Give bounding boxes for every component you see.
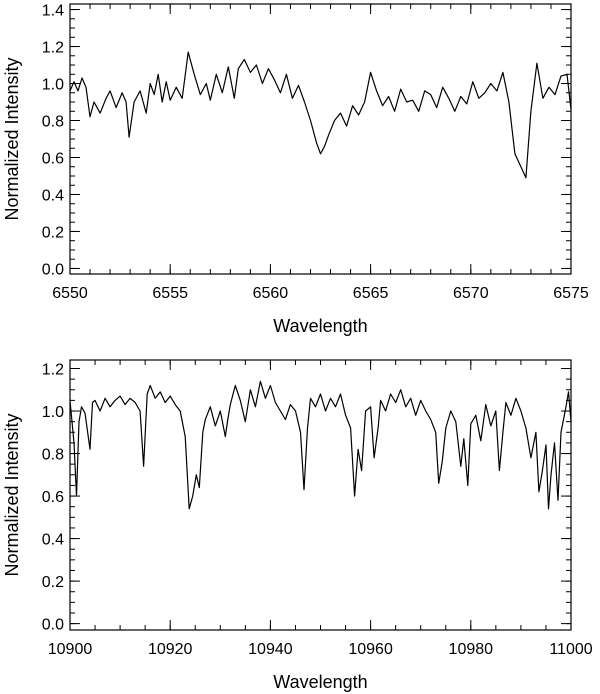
h-alpha-panel: 6550 6555 6560 6565 6570 6575 0.0 0.2 0.4 0.6 0.8… <box>2 3 589 336</box>
tick-marks-bottom <box>69 360 572 630</box>
x-tick-label: 6575 <box>553 285 589 302</box>
y-tick-labels-top: 0.0 0.2 0.4 0.6 0.8 1.0 1.2 1.4 <box>42 3 64 279</box>
spectrum-line <box>69 51 572 179</box>
x-tick-label: 6570 <box>453 285 489 302</box>
y-axis-title-top: Normalized Intensity <box>2 57 22 220</box>
y-tick-label: 0.2 <box>42 224 64 241</box>
y-tick-label: 0.6 <box>42 489 64 506</box>
y-tick-label: 1.2 <box>42 40 64 57</box>
near-infrared-panel: 10900 10920 10940 10960 10980 11000 0.0 0.2 0.4… <box>2 359 593 692</box>
y-tick-label: 1.4 <box>42 3 64 20</box>
x-tick-label: 6555 <box>152 285 188 302</box>
tick-marks-top <box>69 4 572 274</box>
series-layer-top <box>69 51 572 179</box>
y-tick-label: 0.4 <box>42 532 64 549</box>
y-tick-label: 0.8 <box>42 114 64 131</box>
y-tick-label: 0.6 <box>42 150 64 167</box>
x-tick-label: 6560 <box>253 285 289 302</box>
y-tick-labels-bottom: 0.0 0.2 0.4 0.6 0.8 1.0 1.2 <box>42 362 64 634</box>
y-tick-label: 0.2 <box>42 574 64 591</box>
x-tick-labels-bottom: 10900 10920 10940 10960 10980 11000 <box>48 641 593 658</box>
x-tick-label: 6550 <box>52 285 88 302</box>
x-tick-label: 10900 <box>48 641 93 658</box>
x-tick-label: 10940 <box>248 641 293 658</box>
plot-frame-top <box>69 3 572 275</box>
x-axis-title-top: Wavelength <box>273 316 367 336</box>
y-tick-label: 1.2 <box>42 362 64 379</box>
y-tick-label: 0.0 <box>42 617 64 634</box>
series-layer-bottom <box>69 380 572 510</box>
plot-frame-bottom <box>69 359 572 631</box>
x-tick-label: 10980 <box>449 641 494 658</box>
spectrum-line <box>69 380 572 510</box>
x-axis-title-bottom: Wavelength <box>273 672 367 692</box>
x-tick-label: 6565 <box>353 285 389 302</box>
y-tick-label: 1.0 <box>42 77 64 94</box>
x-tick-label: 10920 <box>148 641 193 658</box>
y-tick-label: 0.4 <box>42 187 64 204</box>
y-tick-label: 0.0 <box>42 261 64 278</box>
y-tick-label: 1.0 <box>42 404 64 421</box>
x-tick-label: 10960 <box>348 641 393 658</box>
y-axis-title-bottom: Normalized Intensity <box>2 413 22 576</box>
x-tick-labels-top: 6550 6555 6560 6565 6570 6575 <box>52 285 589 302</box>
x-tick-label: 11000 <box>549 641 592 658</box>
y-tick-label: 0.8 <box>42 447 64 464</box>
